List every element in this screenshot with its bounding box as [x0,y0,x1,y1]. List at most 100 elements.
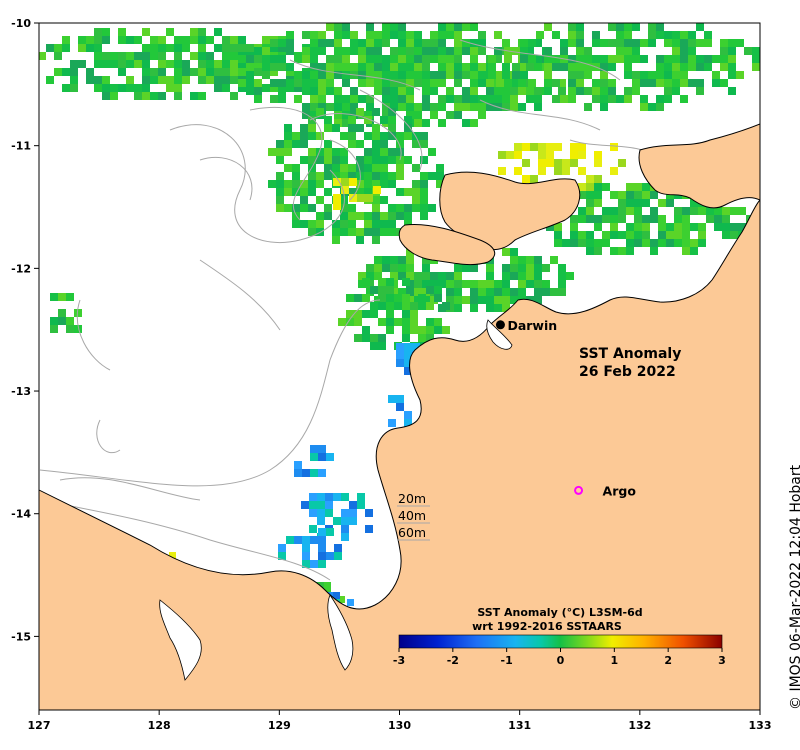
sst-pixel [414,79,422,87]
sst-pixel [538,151,546,159]
sst-pixel [618,247,626,255]
x-tick-label: 132 [628,719,651,732]
sst-pixel [728,87,736,95]
sst-pixel [358,79,366,87]
sst-pixel [454,63,462,71]
sst-pixel [446,280,454,288]
sst-pixel [278,544,286,552]
place-markers: Darwin Argo [495,318,636,498]
sst-pixel [640,79,648,87]
sst-pixel [640,55,648,63]
sst-pixel [414,39,422,47]
sst-pixel [366,39,374,47]
sst-pixel [348,116,356,124]
sst-pixel [348,204,356,212]
sst-pixel [494,288,502,296]
sst-pixel [300,196,308,204]
sst-pixel [578,239,586,247]
sst-pixel [428,172,436,180]
sst-pixel [594,199,602,207]
sst-pixel [422,47,430,55]
sst-pixel [534,280,542,288]
sst-pixel [349,178,357,186]
sst-pixel [364,132,372,140]
sst-pixel [158,44,166,52]
sst-pixel [584,55,592,63]
sst-pixel [714,215,722,223]
sst-pixel [350,103,358,111]
sst-pixel [696,55,704,63]
sst-pixel [664,31,672,39]
sst-pixel [594,191,602,199]
sst-pixel [372,132,380,140]
sst-pixel [624,23,632,31]
sst-pixel [302,87,310,95]
sst-pixel [738,207,746,215]
sst-pixel [246,87,254,95]
sst-pixel [552,95,560,103]
sst-pixel [462,280,470,288]
sst-pixel [142,44,150,52]
sst-pixel [576,63,584,71]
sst-pixel [262,36,270,44]
sst-pixel [358,63,366,71]
sst-pixel [341,493,349,501]
sst-pixel [308,164,316,172]
sst-pixel [672,87,680,95]
sst-pixel [378,318,386,326]
sst-pixel [616,23,624,31]
sst-pixel [102,52,110,60]
sst-pixel [70,68,78,76]
sst-pixel [86,44,94,52]
sst-pixel [402,318,410,326]
sst-pixel [506,151,514,159]
sst-pixel [390,55,398,63]
sst-pixel [698,207,706,215]
sst-pixel [364,172,372,180]
sst-pixel [182,76,190,84]
sst-pixel [470,71,478,79]
sst-pixel [110,60,118,68]
sst-pixel [58,317,66,325]
sst-pixel [470,296,478,304]
bathymetry-contours [39,39,661,581]
sst-pixel [618,191,626,199]
sst-pixel [584,47,592,55]
sst-pixel [406,248,414,256]
sst-pixel [318,79,326,87]
sst-pixel [334,63,342,71]
sst-pixel [318,552,326,560]
sst-pixel [198,28,206,36]
sst-pixel [642,199,650,207]
sst-pixel [110,84,118,92]
sst-pixel [446,71,454,79]
sst-pixel [174,60,182,68]
sst-pixel [688,63,696,71]
sst-pixel [390,256,398,264]
sst-pixel [422,256,430,264]
sst-pixel [342,23,350,31]
sst-pixel [536,31,544,39]
sst-pixel [634,231,642,239]
sst-pixel [672,63,680,71]
sst-pixel [736,71,744,79]
sst-pixel [600,95,608,103]
sst-pixel [584,87,592,95]
sst-pixel [110,52,118,60]
sst-pixel [238,79,246,87]
sst-pixel [118,68,126,76]
sst-pixel [526,95,534,103]
sst-pixel [478,79,486,87]
sst-pixel [362,294,370,302]
sst-pixel [302,552,310,560]
sst-pixel [317,509,325,517]
sst-pixel [674,239,682,247]
sst-pixel [510,272,518,280]
sst-pixel [346,310,354,318]
sst-pixel [356,180,364,188]
sst-pixel [270,95,278,103]
sst-pixel [420,196,428,204]
sst-pixel [246,63,254,71]
sst-pixel [278,44,286,52]
sst-pixel [576,71,584,79]
